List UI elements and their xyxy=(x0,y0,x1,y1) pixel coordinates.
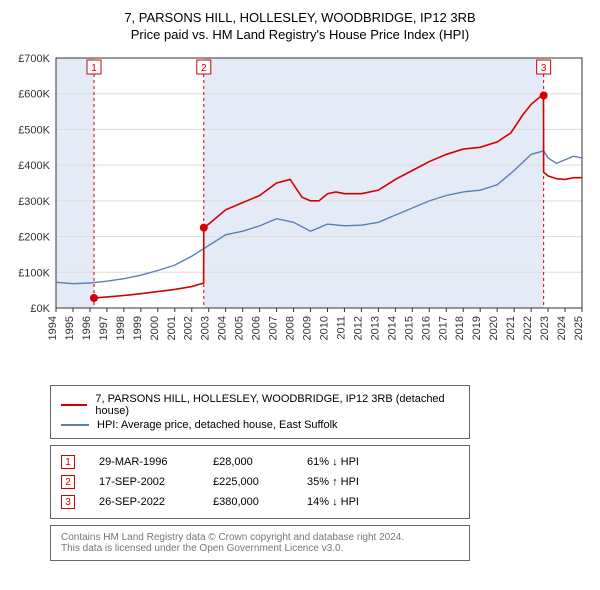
svg-text:£0K: £0K xyxy=(30,303,50,315)
event-diff: 14% ↓ HPI xyxy=(307,496,359,508)
svg-text:2: 2 xyxy=(201,63,207,74)
svg-text:2025: 2025 xyxy=(573,316,585,340)
svg-text:2003: 2003 xyxy=(200,316,212,340)
event-date: 29-MAR-1996 xyxy=(99,456,189,468)
svg-text:3: 3 xyxy=(541,63,547,74)
event-price: £225,000 xyxy=(213,476,283,488)
svg-text:2007: 2007 xyxy=(268,316,280,340)
event-row: 1 29-MAR-1996 £28,000 61% ↓ HPI xyxy=(61,452,459,472)
event-marker: 3 xyxy=(61,495,75,509)
svg-text:2005: 2005 xyxy=(234,316,246,340)
legend-box: 7, PARSONS HILL, HOLLESLEY, WOODBRIDGE, … xyxy=(50,385,470,439)
svg-text:2017: 2017 xyxy=(437,316,449,340)
chart-subtitle: Price paid vs. HM Land Registry's House … xyxy=(10,27,590,42)
svg-text:£600K: £600K xyxy=(18,89,50,101)
footer-line1: Contains HM Land Registry data © Crown c… xyxy=(61,532,459,543)
svg-text:2015: 2015 xyxy=(403,316,415,340)
svg-text:£700K: £700K xyxy=(18,53,50,65)
svg-text:£100K: £100K xyxy=(18,267,50,279)
svg-text:2021: 2021 xyxy=(505,316,517,340)
svg-text:2018: 2018 xyxy=(454,316,466,340)
svg-text:2008: 2008 xyxy=(285,316,297,340)
svg-text:2000: 2000 xyxy=(149,316,161,340)
events-table: 1 29-MAR-1996 £28,000 61% ↓ HPI 2 17-SEP-2002… xyxy=(50,445,470,519)
svg-text:2004: 2004 xyxy=(217,316,229,340)
svg-text:2016: 2016 xyxy=(420,316,432,340)
svg-text:2022: 2022 xyxy=(522,316,534,340)
legend-row-property: 7, PARSONS HILL, HOLLESLEY, WOODBRIDGE, … xyxy=(61,392,459,418)
svg-text:£400K: £400K xyxy=(18,160,50,172)
chart-area: £0K £100K £200K £300K £400K £500K £600K £700K 19… xyxy=(10,50,590,375)
event-diff: 35% ↑ HPI xyxy=(307,476,359,488)
svg-text:£500K: £500K xyxy=(18,124,50,136)
event-row: 2 17-SEP-2002 £225,000 35% ↑ HPI xyxy=(61,472,459,492)
event-diff: 61% ↓ HPI xyxy=(307,456,359,468)
svg-text:£300K: £300K xyxy=(18,196,50,208)
chart-svg: £0K £100K £200K £300K £400K £500K £600K £700K 19… xyxy=(10,50,590,370)
svg-text:2010: 2010 xyxy=(318,316,330,340)
chart-title: 7, PARSONS HILL, HOLLESLEY, WOODBRIDGE, … xyxy=(10,10,590,25)
event-price: £380,000 xyxy=(213,496,283,508)
svg-text:£200K: £200K xyxy=(18,232,50,244)
svg-text:2014: 2014 xyxy=(386,316,398,340)
legend-label-property: 7, PARSONS HILL, HOLLESLEY, WOODBRIDGE, … xyxy=(95,393,459,417)
legend-swatch-property xyxy=(61,404,87,406)
svg-text:1999: 1999 xyxy=(132,316,144,340)
page-container: 7, PARSONS HILL, HOLLESLEY, WOODBRIDGE, … xyxy=(0,0,600,571)
svg-text:2019: 2019 xyxy=(471,316,483,340)
legend-row-hpi: HPI: Average price, detached house, East… xyxy=(61,418,459,432)
svg-text:1997: 1997 xyxy=(98,316,110,340)
svg-text:2011: 2011 xyxy=(335,316,347,340)
svg-text:2002: 2002 xyxy=(183,316,195,340)
svg-text:1998: 1998 xyxy=(115,316,127,340)
legend-swatch-hpi xyxy=(61,424,89,426)
svg-text:1: 1 xyxy=(91,63,97,74)
svg-text:2012: 2012 xyxy=(352,316,364,340)
event-date: 17-SEP-2002 xyxy=(99,476,189,488)
svg-text:2009: 2009 xyxy=(302,316,314,340)
svg-text:2020: 2020 xyxy=(488,316,500,340)
legend-label-hpi: HPI: Average price, detached house, East… xyxy=(97,419,338,431)
svg-text:2024: 2024 xyxy=(556,316,568,340)
footer-line2: This data is licensed under the Open Gov… xyxy=(61,543,459,554)
svg-text:2006: 2006 xyxy=(251,316,263,340)
event-marker: 2 xyxy=(61,475,75,489)
svg-text:2001: 2001 xyxy=(166,316,178,340)
svg-text:1994: 1994 xyxy=(47,316,59,340)
svg-text:2013: 2013 xyxy=(369,316,381,340)
footer-box: Contains HM Land Registry data © Crown c… xyxy=(50,525,470,561)
event-row: 3 26-SEP-2022 £380,000 14% ↓ HPI xyxy=(61,492,459,512)
event-price: £28,000 xyxy=(213,456,283,468)
event-marker: 1 xyxy=(61,455,75,469)
svg-text:1996: 1996 xyxy=(81,316,93,340)
event-date: 26-SEP-2022 xyxy=(99,496,189,508)
svg-text:2023: 2023 xyxy=(539,316,551,340)
svg-text:1995: 1995 xyxy=(64,316,76,340)
